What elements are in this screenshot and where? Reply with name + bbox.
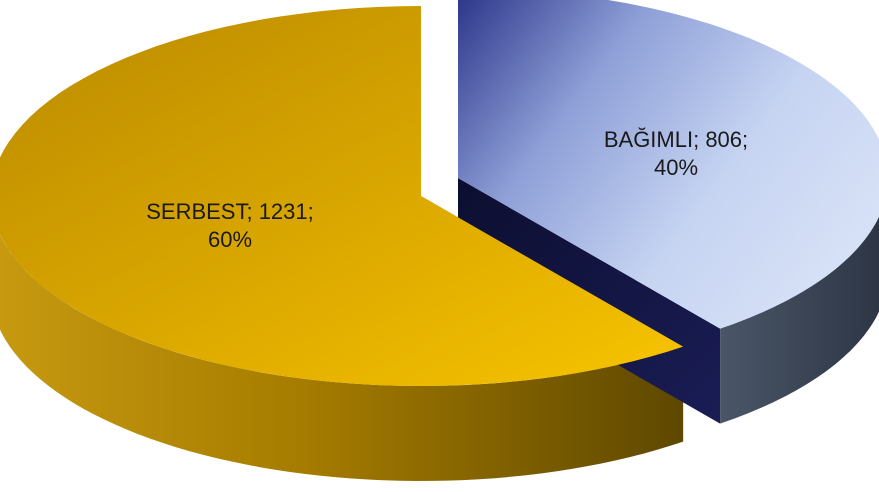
slice-label-bagimli-line1: BAĞIMLI; 806; (603, 127, 749, 152)
slice-top-serbest (0, 6, 684, 386)
slice-label-serbest: SERBEST; 1231; 60% (120, 198, 340, 254)
slice-label-serbest-line2: 60% (207, 227, 253, 252)
slice-label-bagimli-line2: 40% (653, 155, 699, 180)
slice-side-serbest (0, 234, 684, 481)
slice-label-serbest-line1: SERBEST; 1231; (146, 199, 314, 224)
slices-layer (0, 0, 879, 481)
slice-top-bagimli (458, 0, 879, 329)
slice-side-bagimli (720, 216, 879, 424)
slice-label-bagimli: BAĞIMLI; 806; 40% (576, 126, 776, 182)
